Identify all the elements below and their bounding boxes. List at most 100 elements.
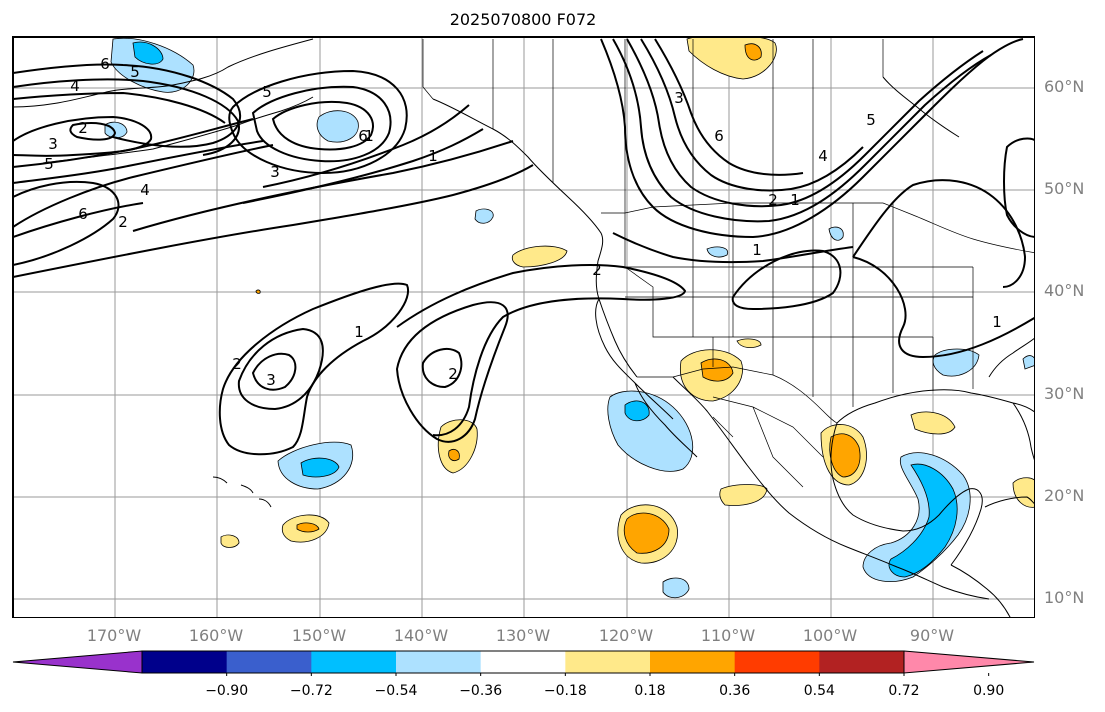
map-title: 2025070800 F072 bbox=[449, 10, 597, 29]
lon-label-170w: 170°W bbox=[86, 626, 142, 645]
lon-label-100w: 100°W bbox=[802, 626, 858, 645]
lon-label-160w: 160°W bbox=[188, 626, 244, 645]
lon-label-140w: 140°W bbox=[393, 626, 449, 645]
lat-label-40n: 40°N bbox=[1044, 281, 1085, 300]
lon-label-110w: 110°W bbox=[700, 626, 756, 645]
contour-3-subtropical-left bbox=[251, 352, 297, 391]
us-canada-border bbox=[601, 202, 1034, 254]
lat-label-50n: 50°N bbox=[1044, 179, 1085, 198]
positive-anomaly-area bbox=[910, 411, 956, 435]
contour-label: 5 bbox=[130, 63, 140, 81]
contour-canada-trough-4 bbox=[640, 38, 864, 192]
colorbar-outline bbox=[141, 650, 905, 674]
contour-label: 1 bbox=[790, 191, 800, 209]
colorbar-tick-label: 0.54 bbox=[803, 683, 835, 699]
colorbar-tick-label: 0.18 bbox=[634, 683, 666, 699]
contour-alaska-gulf-1 bbox=[262, 104, 470, 188]
contour-1-southwest-loop bbox=[731, 249, 842, 311]
contour-label: 2 bbox=[232, 355, 242, 373]
contour-canada-trough-3 bbox=[626, 38, 984, 208]
contour-label: 5 bbox=[44, 155, 54, 173]
contour-label: 4 bbox=[70, 77, 80, 95]
central-america bbox=[950, 564, 1011, 617]
contour-label: 6 bbox=[100, 55, 110, 73]
contour-1-subtropical-right bbox=[395, 301, 509, 443]
anomaly-shading bbox=[104, 37, 1034, 599]
contour-label: 6 bbox=[78, 205, 88, 223]
contour-east-coast-ring bbox=[1003, 137, 1034, 238]
contour-label: 3 bbox=[674, 89, 684, 107]
negative-anomaly-core bbox=[132, 41, 164, 65]
hudson-bay-coast bbox=[882, 76, 960, 138]
colorbar-tick-label: 0.72 bbox=[888, 683, 920, 699]
contour-1-california-trough bbox=[396, 264, 687, 437]
mexico-state-lines bbox=[712, 396, 824, 488]
colorbar-tick-label: −0.90 bbox=[205, 683, 249, 699]
contour-label: 1 bbox=[428, 147, 438, 165]
contour-1-central-us bbox=[852, 256, 1034, 359]
colorbar-segment bbox=[565, 651, 651, 673]
contour-label: 2 bbox=[592, 261, 602, 279]
positive-anomaly-area bbox=[1012, 477, 1034, 508]
lon-label-90w: 90°W bbox=[909, 626, 955, 645]
contour-1-northeast-pacific bbox=[132, 140, 514, 232]
contour-lines bbox=[13, 38, 1034, 456]
political-borders bbox=[422, 39, 1034, 488]
contour-central-pacific-ring-2 bbox=[251, 85, 392, 163]
contour-label: 2 bbox=[448, 365, 458, 383]
contour-3-north-pacific bbox=[13, 115, 153, 157]
canada-alaska-border bbox=[422, 39, 434, 100]
positive-anomaly-area bbox=[719, 484, 768, 506]
contour-label: 5 bbox=[866, 111, 876, 129]
contour-1-subtropical-1 bbox=[218, 282, 410, 456]
positive-anomaly-area bbox=[736, 338, 762, 349]
colorbar-segment bbox=[142, 651, 228, 673]
lat-label-30n: 30°N bbox=[1044, 384, 1085, 403]
positive-anomaly-area bbox=[220, 534, 240, 548]
negative-anomaly-area bbox=[662, 577, 690, 599]
colorbar-segment bbox=[650, 651, 736, 673]
contour-label: 1 bbox=[752, 241, 762, 259]
negative-anomaly-area bbox=[474, 208, 494, 224]
colorbar-segment bbox=[734, 651, 820, 673]
gulf-of-mexico-coast bbox=[836, 389, 1034, 424]
lat-label-10n: 10°N bbox=[1044, 588, 1085, 607]
positive-anomaly-core bbox=[623, 512, 670, 554]
contour-2-subtropical-left bbox=[237, 327, 324, 411]
negative-anomaly-core bbox=[300, 457, 340, 478]
mexico-pacific-coast bbox=[672, 376, 990, 600]
cuba bbox=[984, 496, 1034, 508]
coastlines bbox=[13, 38, 1034, 617]
contour-label: 6 bbox=[714, 127, 724, 145]
contour-central-pacific-ring-3 bbox=[271, 101, 374, 151]
contour-west-low bbox=[13, 180, 120, 266]
colorbar bbox=[12, 650, 1035, 676]
contour-label: 3 bbox=[48, 135, 58, 153]
negative-anomaly-core bbox=[624, 400, 650, 422]
hawaii-islands bbox=[212, 476, 272, 508]
colorbar-tick-label: 0.36 bbox=[719, 683, 751, 699]
negative-anomaly-area bbox=[110, 37, 195, 93]
baja-california bbox=[634, 382, 698, 458]
colorbar-segment bbox=[480, 651, 566, 673]
colorbar-segment bbox=[396, 651, 482, 673]
canada-province-lines bbox=[492, 39, 884, 213]
mexico-gulf-coast bbox=[830, 422, 983, 566]
negative-anomaly-area bbox=[706, 246, 729, 258]
colorbar-segment bbox=[226, 651, 312, 673]
colorbar-tick-label: 0.90 bbox=[973, 683, 1005, 699]
contour-2-north-pacific bbox=[69, 122, 117, 141]
lon-label-120w: 120°W bbox=[598, 626, 654, 645]
colorbar-extend-low bbox=[12, 650, 143, 674]
contour-canada-trough-2 bbox=[612, 38, 992, 223]
contour-east-low bbox=[852, 179, 1027, 288]
alaska-coastline bbox=[13, 38, 314, 108]
colorbar-tick-label: −0.54 bbox=[374, 683, 418, 699]
contour-label: 2 bbox=[78, 119, 88, 137]
contour-canada-trough-5 bbox=[654, 38, 804, 176]
colorbar-segment bbox=[311, 651, 397, 673]
map-border bbox=[13, 37, 1034, 617]
negative-anomaly-core bbox=[888, 463, 958, 578]
